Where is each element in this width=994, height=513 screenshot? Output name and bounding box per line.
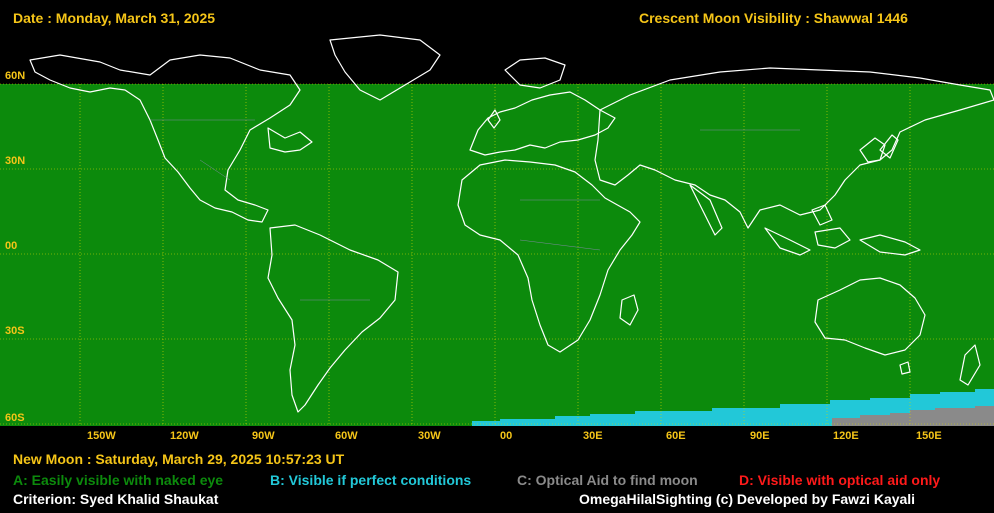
legend-zone-a: A: Easily visible with naked eye [13,472,224,488]
lon-label-60e: 60E [666,430,686,442]
borders [150,119,800,301]
lon-label-30e: 30E [583,430,603,442]
lon-label-120e: 120E [833,430,859,442]
lon-label-0: 00 [500,430,513,442]
criterion-label: Criterion: Syed Khalid Shaukat [13,491,219,507]
coastlines [29,34,994,413]
date-label: Date : Monday, March 31, 2025 [13,10,216,26]
lon-label-60w: 60W [335,430,358,442]
lon-label-150e: 150E [916,430,942,442]
new-moon-label: New Moon : Saturday, March 29, 2025 10:5… [13,451,345,467]
lon-label-150w: 150W [87,430,116,442]
legend-zone-c: C: Optical Aid to find moon [517,472,698,488]
lon-label-120w: 120W [170,430,199,442]
zone-c-region [832,406,994,426]
lon-label-90e: 90E [750,430,770,442]
zone-a-region [0,84,994,426]
lon-label-30w: 30W [418,430,441,442]
lat-label-30n: 30N [5,155,26,167]
lat-label-60s: 60S [5,412,25,424]
lon-label-90w: 90W [252,430,275,442]
credit-label: OmegaHilalSighting (c) Developed by Fawz… [579,491,916,507]
legend-zone-b: B: Visible if perfect conditions [270,472,472,488]
lat-label-30s: 30S [5,325,25,337]
chart-title: Crescent Moon Visibility : Shawwal 1446 [639,10,908,26]
graticule [0,83,994,426]
legend-zone-d: D: Visible with optical aid only [739,472,941,488]
lat-label-equator: 00 [5,240,18,252]
lat-label-60n: 60N [5,70,26,82]
